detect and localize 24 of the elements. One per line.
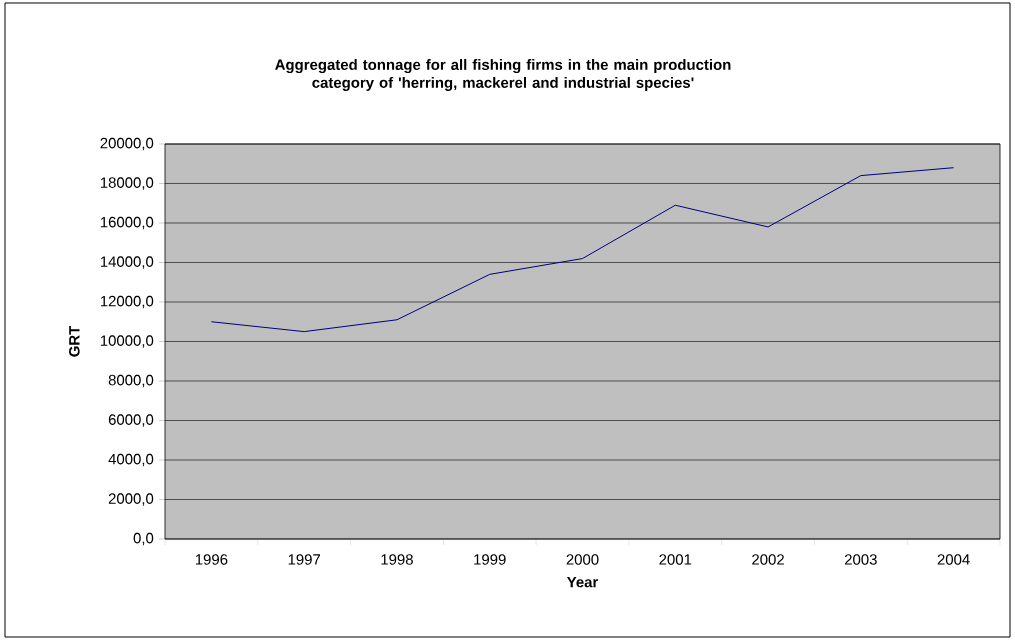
y-tick-label: 12000,0 xyxy=(100,295,154,309)
y-tick-label: 20000,0 xyxy=(100,137,154,151)
y-tick-label: 10000,0 xyxy=(100,335,154,348)
x-tick-label: 2003 xyxy=(844,554,877,565)
y-tick-label: 4000,0 xyxy=(108,453,154,467)
x-tick-label: 1998 xyxy=(381,554,413,565)
y-tick-label: 6000,0 xyxy=(108,414,154,427)
y-tick-label: 14000,0 xyxy=(100,256,154,269)
y-tick-label: 18000,0 xyxy=(100,177,154,190)
x-tick-label: 1997 xyxy=(288,554,321,565)
y-tick-label: 8000,0 xyxy=(108,374,154,388)
y-axis-title: GRT xyxy=(69,325,80,357)
x-tick-label: 1999 xyxy=(474,554,506,565)
x-tick-label: 2002 xyxy=(752,554,784,565)
x-tick-label: 2001 xyxy=(659,554,692,565)
y-tick-label: 2000,0 xyxy=(108,493,154,506)
x-tick-label: 2000 xyxy=(566,554,599,565)
chart-title: Aggregated tonnage for all fishing firms in the main production category of 'herring, mackerel and industrial species' xyxy=(275,59,731,91)
y-tick-label: 0,0 xyxy=(133,532,154,546)
x-tick-label: 1996 xyxy=(195,554,228,565)
line-series xyxy=(210,167,955,333)
x-tick-label: 2004 xyxy=(937,554,970,565)
x-axis-title: Year xyxy=(566,576,599,588)
y-tick-label: 16000,0 xyxy=(100,216,154,230)
